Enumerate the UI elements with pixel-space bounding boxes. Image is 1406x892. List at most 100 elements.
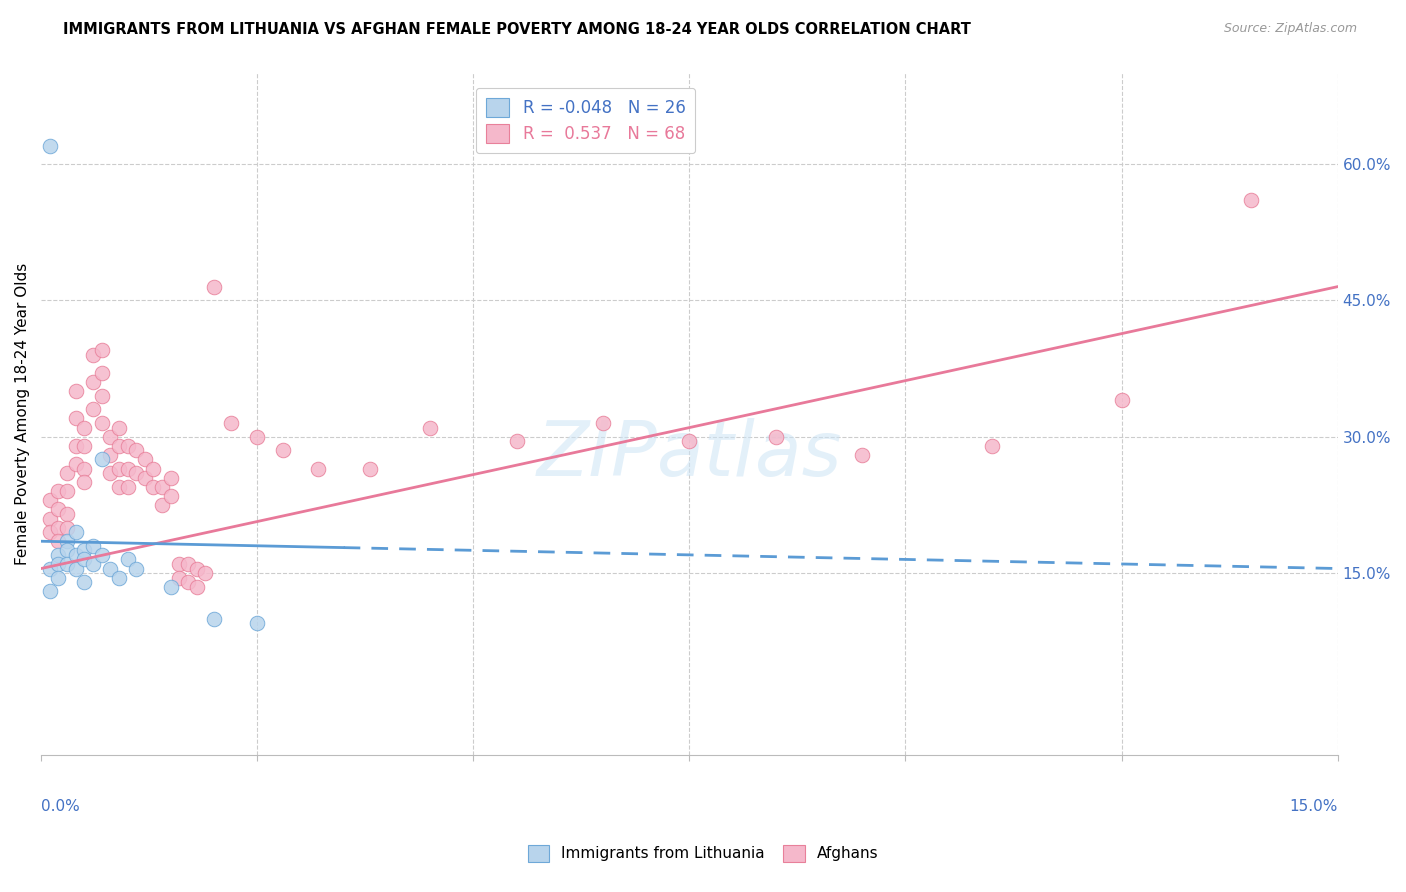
- Point: [150, 498, 173, 512]
- Point: [48, 484, 70, 499]
- Point: [48, 571, 70, 585]
- Point: [177, 575, 200, 590]
- Text: 0.0%: 0.0%: [41, 799, 80, 814]
- Point: [48, 557, 70, 571]
- Point: [177, 557, 200, 571]
- Point: [73, 439, 96, 453]
- Point: [117, 552, 139, 566]
- Point: [56, 484, 79, 499]
- Point: [98, 448, 121, 462]
- Point: [82, 539, 104, 553]
- Point: [38, 584, 60, 599]
- Point: [125, 561, 148, 575]
- Point: [678, 434, 700, 449]
- Point: [90, 416, 112, 430]
- Legend: Immigrants from Lithuania, Afghans: Immigrants from Lithuania, Afghans: [522, 838, 884, 868]
- Point: [48, 534, 70, 549]
- Point: [117, 480, 139, 494]
- Point: [1240, 194, 1263, 208]
- Point: [108, 420, 131, 434]
- Point: [82, 557, 104, 571]
- Point: [419, 420, 441, 434]
- Point: [98, 561, 121, 575]
- Point: [65, 384, 87, 399]
- Point: [65, 457, 87, 471]
- Point: [73, 461, 96, 475]
- Text: IMMIGRANTS FROM LITHUANIA VS AFGHAN FEMALE POVERTY AMONG 18-24 YEAR OLDS CORRELA: IMMIGRANTS FROM LITHUANIA VS AFGHAN FEMA…: [63, 22, 972, 37]
- Y-axis label: Female Poverty Among 18-24 Year Olds: Female Poverty Among 18-24 Year Olds: [15, 263, 30, 565]
- Point: [202, 279, 225, 293]
- Text: ZIPatlas: ZIPatlas: [537, 417, 842, 491]
- Point: [90, 389, 112, 403]
- Point: [142, 480, 165, 494]
- Point: [38, 525, 60, 540]
- Point: [1111, 393, 1133, 408]
- Point: [65, 439, 87, 453]
- Point: [65, 525, 87, 540]
- Point: [98, 430, 121, 444]
- Point: [159, 580, 181, 594]
- Point: [108, 439, 131, 453]
- Point: [219, 416, 242, 430]
- Point: [246, 430, 269, 444]
- Text: 15.0%: 15.0%: [1289, 799, 1337, 814]
- Point: [186, 561, 208, 575]
- Point: [48, 520, 70, 534]
- Point: [73, 420, 96, 434]
- Point: [48, 548, 70, 562]
- Point: [765, 430, 787, 444]
- Point: [169, 571, 191, 585]
- Point: [108, 480, 131, 494]
- Point: [48, 502, 70, 516]
- Point: [82, 375, 104, 389]
- Point: [56, 507, 79, 521]
- Point: [359, 461, 381, 475]
- Point: [38, 493, 60, 508]
- Point: [117, 439, 139, 453]
- Point: [108, 461, 131, 475]
- Point: [186, 580, 208, 594]
- Legend: R = -0.048   N = 26, R =  0.537   N = 68: R = -0.048 N = 26, R = 0.537 N = 68: [475, 88, 696, 153]
- Point: [159, 470, 181, 484]
- Text: Source: ZipAtlas.com: Source: ZipAtlas.com: [1223, 22, 1357, 36]
- Point: [202, 611, 225, 625]
- Point: [150, 480, 173, 494]
- Point: [56, 557, 79, 571]
- Point: [73, 575, 96, 590]
- Point: [73, 543, 96, 558]
- Point: [271, 443, 294, 458]
- Point: [592, 416, 614, 430]
- Point: [56, 534, 79, 549]
- Point: [125, 466, 148, 480]
- Point: [82, 348, 104, 362]
- Point: [73, 475, 96, 490]
- Point: [38, 511, 60, 525]
- Point: [117, 461, 139, 475]
- Point: [194, 566, 217, 580]
- Point: [90, 343, 112, 358]
- Point: [65, 561, 87, 575]
- Point: [505, 434, 527, 449]
- Point: [980, 439, 1002, 453]
- Point: [108, 571, 131, 585]
- Point: [159, 489, 181, 503]
- Point: [56, 466, 79, 480]
- Point: [38, 138, 60, 153]
- Point: [169, 557, 191, 571]
- Point: [98, 466, 121, 480]
- Point: [65, 548, 87, 562]
- Point: [90, 366, 112, 380]
- Point: [142, 461, 165, 475]
- Point: [307, 461, 329, 475]
- Point: [125, 443, 148, 458]
- Point: [851, 448, 873, 462]
- Point: [56, 543, 79, 558]
- Point: [65, 411, 87, 425]
- Point: [73, 552, 96, 566]
- Point: [134, 452, 156, 467]
- Point: [90, 452, 112, 467]
- Point: [56, 520, 79, 534]
- Point: [246, 616, 269, 631]
- Point: [38, 561, 60, 575]
- Point: [90, 548, 112, 562]
